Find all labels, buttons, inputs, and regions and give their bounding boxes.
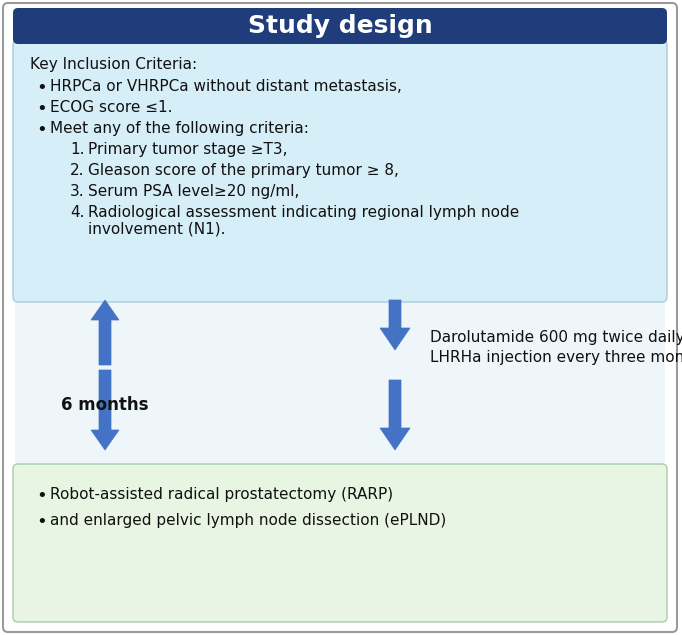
Text: ECOG score ≤1.: ECOG score ≤1. [50,100,173,115]
FancyBboxPatch shape [13,8,667,44]
Text: Gleason score of the primary tumor ≥ 8,: Gleason score of the primary tumor ≥ 8, [88,163,399,178]
Text: Meet any of the following criteria:: Meet any of the following criteria: [50,121,309,136]
Text: 3.: 3. [70,184,85,199]
Text: 4.: 4. [70,205,85,220]
Polygon shape [91,370,119,450]
Text: and enlarged pelvic lymph node dissection (ePLND): and enlarged pelvic lymph node dissectio… [50,513,446,528]
Text: 6 months: 6 months [61,396,149,414]
Text: Radiological assessment indicating regional lymph node: Radiological assessment indicating regio… [88,205,519,220]
Text: 2.: 2. [70,163,85,178]
Text: Robot-assisted radical prostatectomy (RARP): Robot-assisted radical prostatectomy (RA… [50,487,393,502]
Polygon shape [91,300,119,365]
Text: Darolutamide 600 mg twice daily with meals: Darolutamide 600 mg twice daily with mea… [430,330,682,345]
Text: LHRHa injection every three months: LHRHa injection every three months [430,350,682,365]
Polygon shape [380,300,410,350]
FancyBboxPatch shape [15,294,665,468]
Text: involvement (N1).: involvement (N1). [88,221,226,236]
Text: •: • [36,100,47,118]
Text: •: • [36,79,47,97]
Polygon shape [380,380,410,450]
Text: Key Inclusion Criteria:: Key Inclusion Criteria: [30,57,197,72]
Text: •: • [36,121,47,139]
Text: Primary tumor stage ≥T3,: Primary tumor stage ≥T3, [88,142,288,157]
Text: •: • [36,487,47,505]
Text: Serum PSA level≥20 ng/ml,: Serum PSA level≥20 ng/ml, [88,184,299,199]
Text: Study design: Study design [248,14,432,38]
FancyBboxPatch shape [13,40,667,302]
Text: 1.: 1. [70,142,85,157]
FancyBboxPatch shape [3,3,677,632]
FancyBboxPatch shape [13,464,667,622]
Text: HRPCa or VHRPCa without distant metastasis,: HRPCa or VHRPCa without distant metastas… [50,79,402,94]
Text: •: • [36,513,47,531]
